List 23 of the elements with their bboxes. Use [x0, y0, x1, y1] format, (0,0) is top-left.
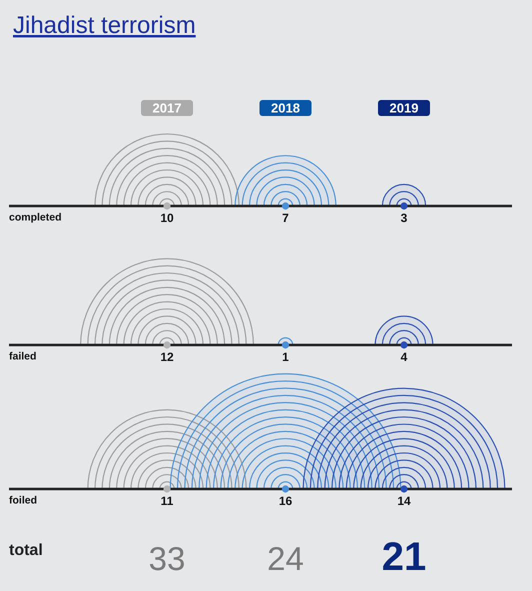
year-badge: 2019 — [378, 100, 430, 116]
data-label: 16 — [278, 494, 292, 508]
category-label: 2018 — [271, 100, 300, 116]
data-label: 12 — [160, 350, 174, 364]
data-label: 10 — [160, 211, 174, 225]
text: completed — [9, 212, 62, 224]
year-badge: 2017 — [141, 100, 193, 116]
text: 21 — [382, 535, 426, 579]
data-label: 3 — [400, 211, 408, 225]
text: 33 — [148, 540, 186, 577]
category-label: 2019 — [390, 100, 418, 116]
data-label: 1 — [282, 350, 290, 364]
data-label: 7 — [282, 211, 290, 225]
category-label: 2017 — [152, 100, 182, 116]
data-label: 4 — [400, 350, 408, 364]
text: failed — [9, 350, 36, 362]
year-badge: 2018 — [260, 100, 312, 116]
data-label: 14 — [397, 494, 411, 508]
text: Jihadist terrorism — [13, 12, 196, 39]
text: total — [9, 542, 43, 559]
text: 24 — [267, 540, 304, 577]
text: foiled — [9, 494, 37, 506]
data-label: 11 — [160, 494, 174, 508]
